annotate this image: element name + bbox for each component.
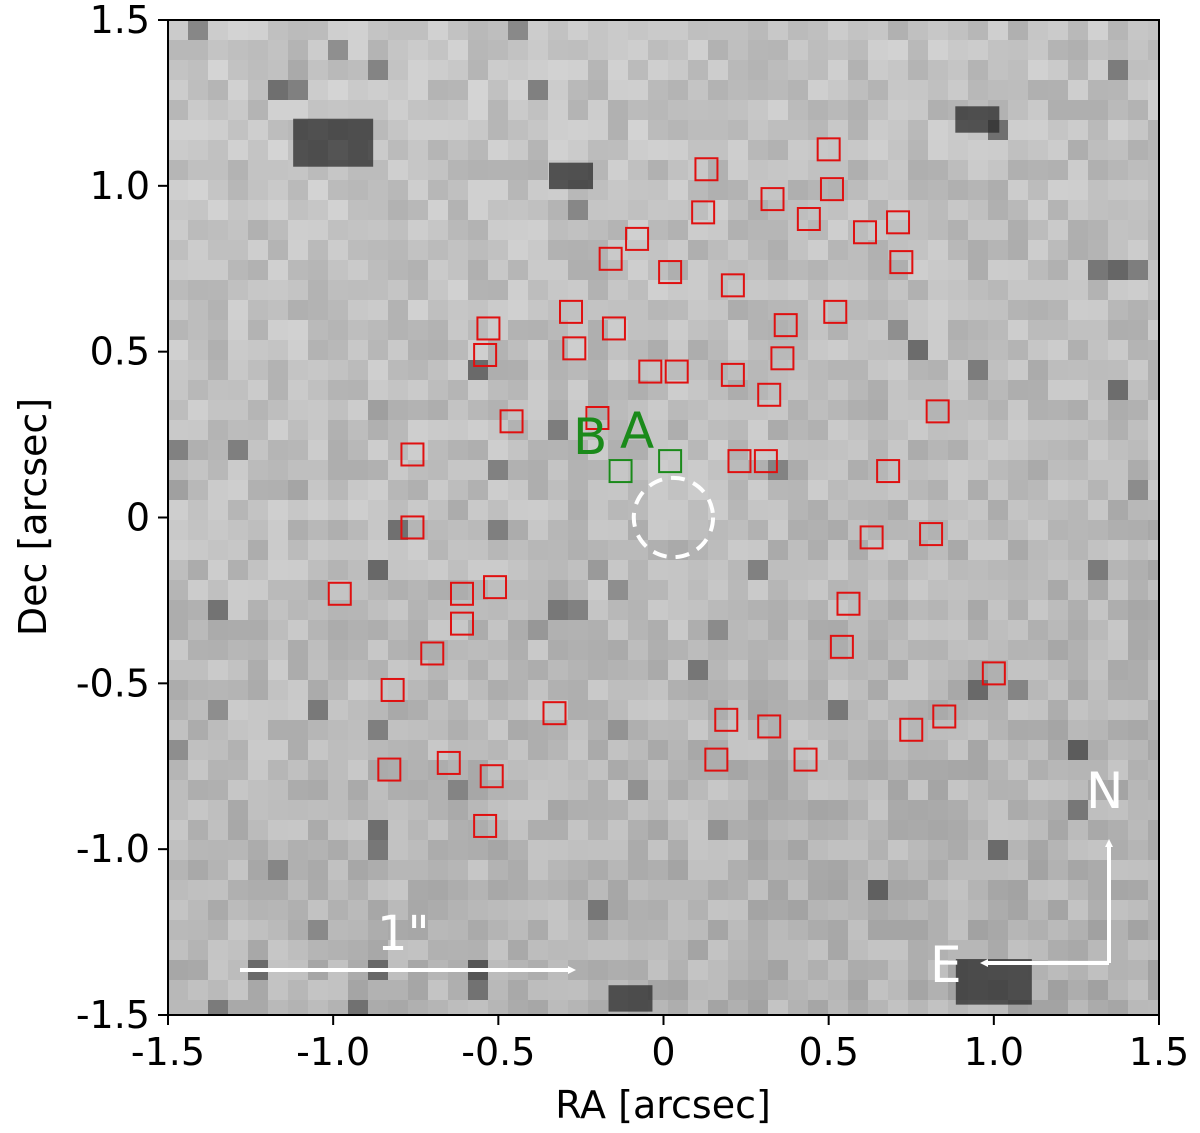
red-square-marker	[816, 137, 841, 162]
red-square-marker	[720, 273, 745, 298]
red-square-marker	[694, 157, 719, 182]
red-square-marker	[585, 406, 610, 430]
y-axis-ticks: -1.5 -1.0 -0.5 0 0.5 1.0 1.5	[76, 0, 168, 1037]
red-square-marker	[853, 220, 878, 245]
x-tick-label: -1.0	[296, 1030, 370, 1074]
red-square-marker	[770, 346, 795, 371]
red-square-marker	[757, 714, 782, 739]
y-tick-label: 1.5	[90, 0, 150, 42]
red-square-marker	[479, 764, 504, 789]
red-square-marker	[760, 187, 785, 212]
red-square-marker	[449, 611, 474, 636]
red-square-marker	[819, 177, 844, 202]
x-tick-label: -0.5	[461, 1030, 535, 1074]
red-square-marker	[899, 717, 924, 742]
red-square-marker	[559, 299, 584, 324]
red-square-marker	[691, 200, 716, 225]
red-square-marker	[638, 359, 663, 384]
red-square-marker	[436, 750, 461, 775]
red-square-marker	[889, 250, 914, 275]
y-tick-label: 0	[126, 496, 150, 540]
x-tick-label: 0.5	[798, 1030, 858, 1074]
red-square-marker	[380, 677, 405, 702]
red-square-marker	[601, 316, 626, 341]
red-square-marker	[876, 459, 901, 484]
y-tick-label: -0.5	[76, 661, 150, 705]
red-square-marker	[473, 813, 498, 838]
red-square-marker	[562, 336, 587, 361]
red-square-marker	[327, 581, 352, 606]
red-square-marker	[823, 299, 848, 324]
red-square-marker	[664, 359, 689, 384]
red-square-marker	[753, 449, 778, 474]
green-square-marker	[608, 459, 633, 484]
red-square-marker	[499, 409, 524, 434]
y-tick-label: -1.5	[76, 993, 150, 1037]
red-square-marker	[727, 449, 752, 474]
source-label-a: A	[620, 402, 654, 460]
green-square-marker	[658, 449, 683, 474]
marker-layer	[327, 137, 1006, 838]
x-axis-title: RA [arcsec]	[555, 1083, 771, 1127]
x-tick-label: 0	[651, 1030, 675, 1074]
red-square-marker	[598, 246, 623, 271]
red-square-marker	[932, 704, 957, 729]
red-square-marker	[714, 707, 739, 732]
y-axis-title: Dec [arcsec]	[11, 398, 55, 636]
red-square-marker	[793, 747, 818, 772]
y-tick-label: 1.0	[90, 164, 150, 208]
x-tick-label: 1.5	[1129, 1030, 1189, 1074]
red-square-marker	[796, 207, 821, 231]
red-square-marker	[836, 591, 861, 616]
east-label: E	[930, 936, 962, 994]
y-tick-label: -1.0	[76, 827, 150, 871]
red-square-marker	[377, 757, 402, 782]
red-square-marker	[420, 641, 445, 666]
red-square-marker	[400, 515, 425, 540]
red-square-marker	[925, 399, 950, 424]
red-square-marker	[473, 342, 498, 367]
red-square-marker	[829, 634, 854, 659]
red-square-marker	[542, 701, 567, 726]
red-square-marker	[886, 210, 911, 235]
scale-bar-label: 1"	[377, 906, 430, 962]
red-square-marker	[720, 362, 745, 387]
dashed-circle	[631, 475, 716, 560]
red-square-marker	[773, 313, 798, 338]
red-square-marker	[476, 316, 501, 341]
red-square-marker	[400, 442, 425, 467]
x-tick-label: -1.5	[131, 1030, 205, 1074]
y-tick-label: 0.5	[90, 330, 150, 374]
compass: N E	[930, 762, 1123, 994]
red-square-marker	[757, 382, 782, 407]
greyscale-image-background	[168, 20, 1159, 1015]
north-label: N	[1086, 762, 1123, 820]
x-axis-ticks: -1.5 -1.0 -0.5 0 0.5 1.0 1.5	[131, 1015, 1189, 1074]
red-square-marker	[704, 747, 729, 772]
red-square-marker	[658, 260, 683, 285]
x-tick-label: 1.0	[964, 1030, 1024, 1074]
red-square-marker	[859, 525, 884, 550]
red-square-marker	[919, 522, 944, 547]
red-square-marker	[483, 575, 508, 600]
source-label-b: B	[573, 408, 607, 466]
red-square-marker	[449, 581, 474, 606]
red-square-marker	[625, 226, 650, 251]
red-square-marker	[981, 661, 1006, 686]
scale-bar: 1"	[240, 906, 576, 974]
